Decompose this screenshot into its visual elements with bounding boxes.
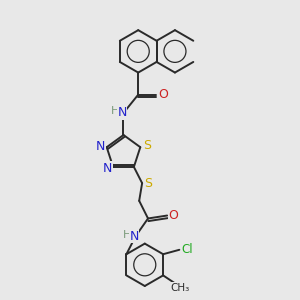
Text: O: O bbox=[158, 88, 168, 101]
Text: O: O bbox=[169, 209, 178, 222]
Text: N: N bbox=[117, 106, 127, 119]
Text: H: H bbox=[123, 230, 132, 240]
Text: CH₃: CH₃ bbox=[170, 283, 190, 293]
Text: N: N bbox=[130, 230, 139, 243]
Text: H: H bbox=[111, 106, 119, 116]
Text: S: S bbox=[143, 139, 151, 152]
Text: S: S bbox=[145, 177, 153, 190]
Text: N: N bbox=[95, 140, 105, 153]
Text: N: N bbox=[103, 162, 112, 175]
Text: Cl: Cl bbox=[182, 243, 194, 256]
